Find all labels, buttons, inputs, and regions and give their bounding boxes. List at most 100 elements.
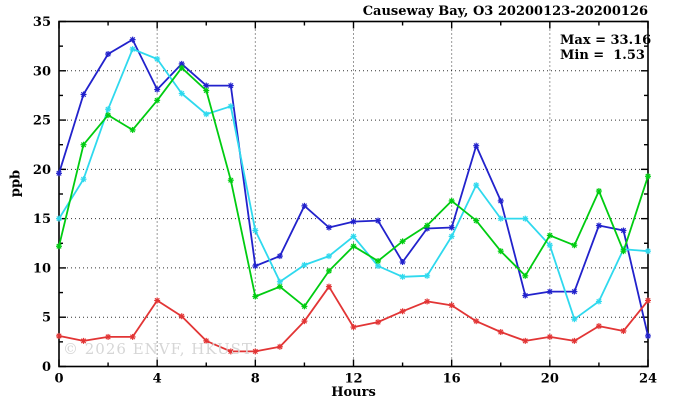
data-point-marker: [325, 224, 332, 231]
data-point-marker: [448, 197, 455, 204]
max-value-label: Max = 33.16: [560, 33, 652, 48]
data-point-marker: [301, 202, 308, 209]
data-point-marker: [129, 46, 136, 53]
data-point-marker: [399, 273, 406, 280]
y-tick-label: 0: [42, 360, 51, 375]
y-tick-label: 30: [33, 64, 51, 79]
series-green: [56, 64, 651, 310]
data-point-marker: [522, 215, 529, 222]
data-point-marker: [473, 217, 480, 224]
data-point-marker: [105, 51, 112, 58]
data-point-marker: [399, 259, 406, 266]
series-red: [56, 283, 651, 355]
x-tick-label: 20: [541, 372, 559, 387]
y-tick-label: 10: [33, 261, 51, 276]
data-point-marker: [424, 298, 431, 305]
gridlines: [59, 21, 648, 367]
data-point-marker: [497, 215, 504, 222]
data-point-marker: [546, 242, 553, 249]
data-point-marker: [178, 313, 185, 320]
data-point-marker: [80, 91, 87, 98]
series-blue: [56, 36, 651, 339]
data-point-marker: [105, 112, 112, 119]
data-point-marker: [350, 218, 357, 225]
data-point-marker: [227, 348, 234, 355]
y-axis-label: ppb: [8, 169, 24, 198]
data-point-marker: [546, 232, 553, 239]
data-point-marker: [325, 267, 332, 274]
data-point-marker: [473, 142, 480, 149]
data-point-marker: [620, 328, 627, 335]
data-point-marker: [522, 272, 529, 279]
data-point-marker: [56, 243, 62, 250]
data-point-marker: [595, 323, 602, 330]
tick-labels: 0 5 10 15 20 25 30 35 0 4 8 12 16 20 24: [33, 15, 657, 387]
data-point-marker: [571, 316, 578, 323]
data-point-marker: [325, 253, 332, 260]
y-tick-label: 25: [33, 114, 51, 129]
data-point-marker: [80, 337, 87, 344]
data-point-marker: [645, 297, 651, 304]
data-point-marker: [424, 222, 431, 229]
data-point-marker: [154, 86, 161, 93]
data-point-marker: [154, 297, 161, 304]
data-point-marker: [252, 293, 259, 300]
data-point-marker: [276, 343, 283, 350]
data-point-marker: [546, 333, 553, 340]
data-point-marker: [178, 64, 185, 71]
data-point-marker: [424, 272, 431, 279]
data-point-marker: [56, 332, 62, 339]
data-point-marker: [571, 242, 578, 249]
data-point-marker: [56, 215, 62, 222]
data-point-marker: [301, 303, 308, 310]
data-point-marker: [56, 170, 62, 177]
data-point-marker: [276, 283, 283, 290]
data-point-marker: [375, 258, 382, 265]
data-point-marker: [227, 103, 234, 110]
y-tick-label: 15: [33, 212, 51, 227]
data-point-marker: [105, 333, 112, 340]
data-point-marker: [154, 97, 161, 104]
data-point-marker: [522, 337, 529, 344]
data-point-marker: [178, 90, 185, 97]
data-point-marker: [448, 302, 455, 309]
x-tick-label: 4: [153, 372, 162, 387]
data-point-marker: [595, 188, 602, 195]
x-tick-label: 16: [443, 372, 461, 387]
chart-title: Causeway Bay, O3 20200123-20200126: [362, 4, 648, 19]
data-point-marker: [350, 324, 357, 331]
data-point-marker: [154, 55, 161, 62]
data-point-marker: [252, 348, 259, 355]
data-point-marker: [571, 288, 578, 295]
data-point-marker: [203, 111, 210, 118]
data-point-marker: [227, 177, 234, 184]
min-value-label: Min = 1.53: [560, 48, 645, 63]
data-point-marker: [620, 227, 627, 234]
data-point-marker: [350, 243, 357, 250]
data-point-marker: [129, 333, 136, 340]
data-point-marker: [227, 82, 234, 89]
series-cyan: [56, 46, 651, 323]
data-point-marker: [620, 248, 627, 255]
data-point-marker: [325, 283, 332, 290]
data-point-marker: [301, 318, 308, 325]
data-point-marker: [80, 176, 87, 183]
data-point-marker: [276, 253, 283, 260]
data-point-marker: [595, 298, 602, 305]
data-point-marker: [546, 288, 553, 295]
data-point-marker: [448, 224, 455, 231]
data-point-marker: [129, 126, 136, 133]
y-tick-label: 5: [42, 311, 51, 326]
data-point-marker: [497, 329, 504, 335]
data-point-marker: [129, 36, 136, 43]
data-point-marker: [80, 141, 87, 148]
y-tick-label: 35: [33, 15, 51, 30]
data-point-marker: [203, 87, 210, 94]
data-point-marker: [645, 332, 651, 339]
data-point-marker: [399, 238, 406, 245]
data-point-marker: [595, 222, 602, 229]
data-point-marker: [473, 318, 480, 325]
data-point-marker: [645, 173, 651, 180]
